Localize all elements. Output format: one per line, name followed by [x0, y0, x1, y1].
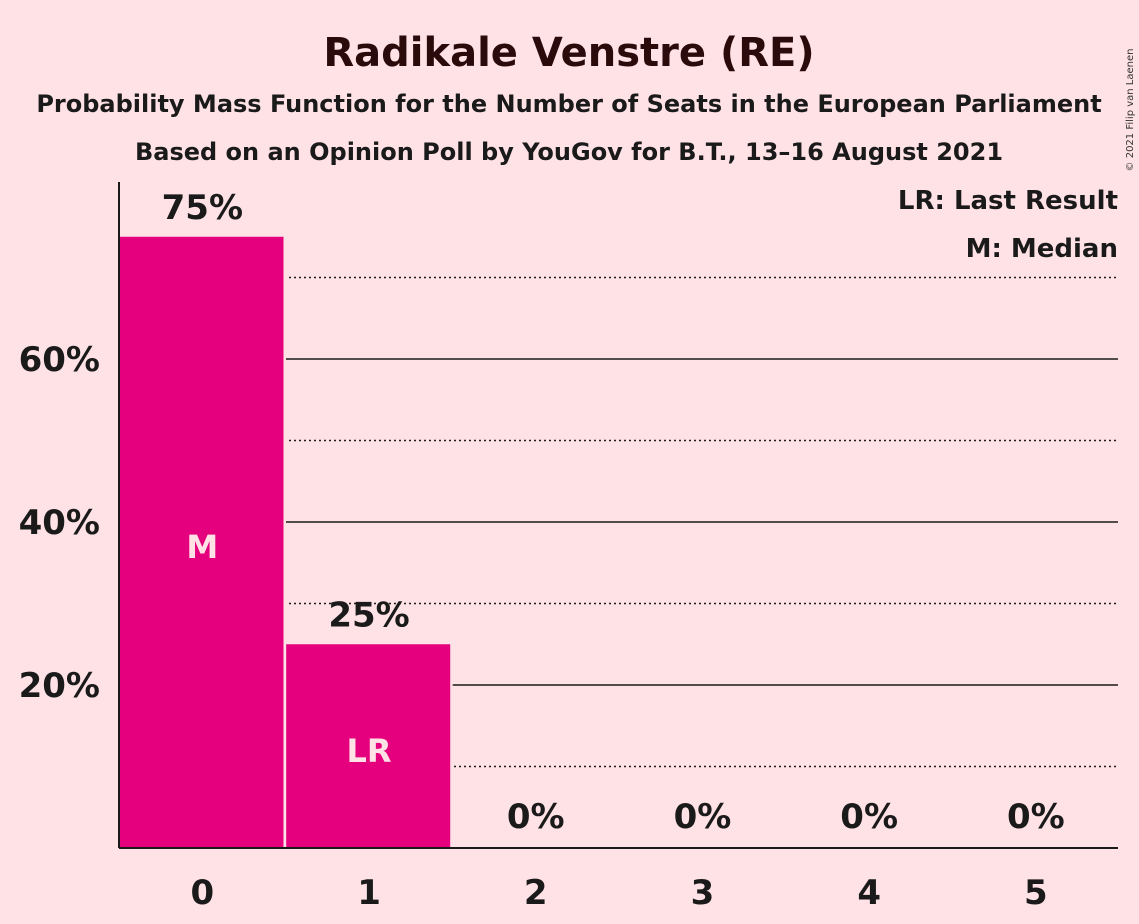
- bar-data-label: 0%: [674, 797, 732, 837]
- bars: [118, 234, 453, 848]
- axes: [118, 182, 1118, 849]
- bar-data-label: 0%: [1007, 797, 1065, 837]
- bar-data-label: 75%: [162, 188, 243, 228]
- bar-data-label: 25%: [328, 595, 409, 635]
- x-tick-label: 5: [1024, 873, 1048, 913]
- y-tick-label: 60%: [19, 340, 100, 380]
- copyright-text: © 2021 Filip van Laenen: [1125, 49, 1136, 172]
- chart-subtitle: Probability Mass Function for the Number…: [36, 90, 1101, 118]
- x-tick-label: 0: [191, 873, 215, 913]
- bar: [286, 644, 451, 848]
- y-tick-label: 40%: [19, 503, 100, 543]
- bar: [119, 236, 284, 848]
- legend-median: M: Median: [966, 234, 1118, 264]
- bar-marker-label: LR: [347, 732, 392, 770]
- bar-data-label: 0%: [507, 797, 565, 837]
- x-tick-label: 2: [524, 873, 548, 913]
- x-tick-label: 3: [691, 873, 715, 913]
- x-tick-label: 1: [357, 873, 381, 913]
- bar-marker-label: M: [186, 528, 218, 566]
- chart-title: Radikale Venstre (RE): [323, 30, 814, 76]
- chart-subtitle-2: Based on an Opinion Poll by YouGov for B…: [135, 138, 1003, 166]
- bar-data-label: 0%: [840, 797, 898, 837]
- x-tick-label: 4: [857, 873, 881, 913]
- y-tick-label: 20%: [19, 666, 100, 706]
- legend-last-result: LR: Last Result: [898, 186, 1118, 216]
